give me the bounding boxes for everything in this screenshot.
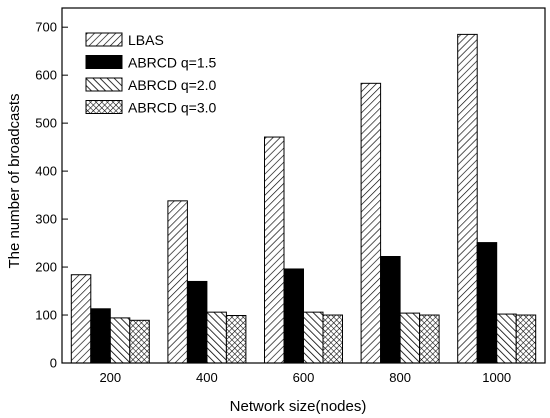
axes-layer: 0 100 200 300 400 500 600 700 200 400 600 800 1000 xyxy=(35,7,546,385)
bar-abrcd-q-2-0-1000 xyxy=(496,313,517,364)
bar-abrcd-q-1-5-1000 xyxy=(476,242,498,364)
bar-abrcd-q-1-5-200 xyxy=(90,308,111,364)
y-tick-label: 300 xyxy=(35,212,57,227)
bar-abrcd-q-1-5-600 xyxy=(283,268,304,364)
bar-abrcd-q-3-0-400 xyxy=(225,315,247,364)
x-tick-label: 800 xyxy=(389,370,411,385)
bar-lbas-200 xyxy=(70,274,92,364)
y-tick-label: 600 xyxy=(35,68,57,83)
x-tick-label: 200 xyxy=(99,370,121,385)
y-tick-label: 400 xyxy=(35,164,57,179)
bar-lbas-1000 xyxy=(457,33,478,364)
bar-lbas-400 xyxy=(167,200,188,364)
legend-swatch-lbas xyxy=(85,32,123,47)
legend-label-abrcd-q-3-0: ABRCD q=3.0 xyxy=(128,100,217,116)
x-tick-label: 600 xyxy=(293,370,315,385)
y-tick-label: 700 xyxy=(35,20,57,35)
legend-label-lbas: LBAS xyxy=(128,32,164,48)
bar-abrcd-q-2-0-400 xyxy=(206,311,227,364)
legend-label-abrcd-q-2-0: ABRCD q=2.0 xyxy=(128,77,217,93)
bar-abrcd-q-2-0-200 xyxy=(109,317,131,364)
x-tick-label: 1000 xyxy=(482,370,511,385)
bar-lbas-600 xyxy=(264,136,285,364)
x-axis-title: Network size(nodes) xyxy=(230,398,367,415)
y-tick-label: 200 xyxy=(35,260,57,275)
bar-abrcd-q-1-5-800 xyxy=(380,256,401,364)
legend: LBAS ABRCD q=1.5 ABRCD q=2.0 ABRCD q=3.0 xyxy=(85,32,217,116)
y-axis-title: The number of broadcasts xyxy=(6,93,23,268)
y-tick-label: 100 xyxy=(35,308,57,323)
bar-abrcd-q-1-5-400 xyxy=(186,280,208,364)
bar-abrcd-q-3-0-200 xyxy=(129,319,150,364)
bar-abrcd-q-3-0-600 xyxy=(322,314,343,364)
bar-abrcd-q-2-0-800 xyxy=(399,312,421,364)
x-tick-label: 400 xyxy=(196,370,218,385)
legend-swatch-abrcd-q-1-5 xyxy=(85,55,123,69)
bar-abrcd-q-3-0-1000 xyxy=(515,314,537,364)
y-tick-label: 500 xyxy=(35,116,57,131)
bar-abrcd-q-2-0-600 xyxy=(303,311,324,364)
bar-abrcd-q-3-0-800 xyxy=(419,314,440,364)
legend-label-abrcd-q-1-5: ABRCD q=1.5 xyxy=(128,55,217,71)
bar-lbas-800 xyxy=(360,82,382,364)
y-tick-label: 0 xyxy=(50,356,57,371)
legend-swatch-abrcd-q-2-0 xyxy=(85,77,123,92)
legend-swatch-abrcd-q-3-0 xyxy=(85,100,123,114)
